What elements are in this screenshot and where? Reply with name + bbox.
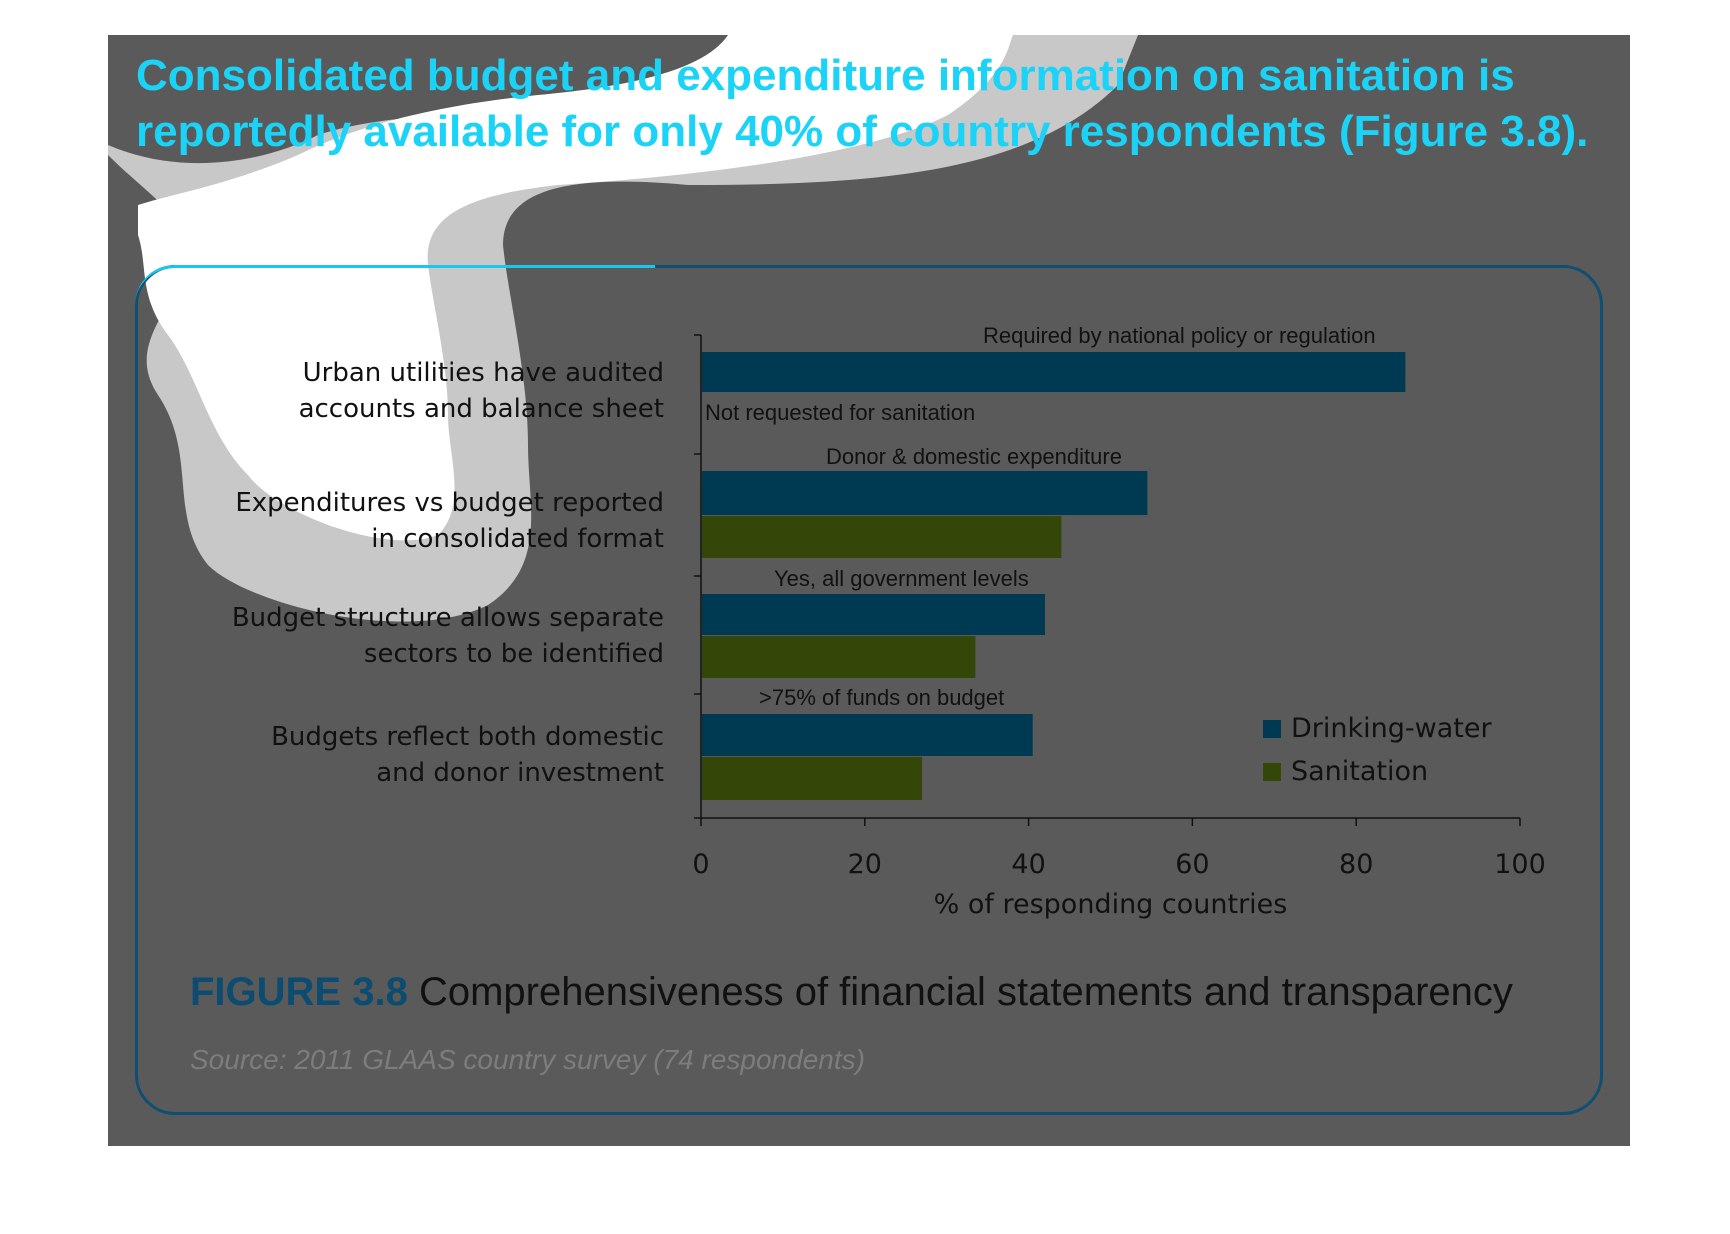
note-urban-utilities: Required by national policy or regulatio… xyxy=(983,323,1376,348)
category-label-expenditures: Expenditures vs budget reported in conso… xyxy=(235,488,664,554)
figure-source: Source: 2011 GLAAS country survey (74 re… xyxy=(190,1044,865,1075)
decorative-swoosh xyxy=(108,35,1138,622)
x-axis-title: % of responding countries xyxy=(934,889,1288,920)
legend-label-drinking-water: Drinking-water xyxy=(1291,713,1492,744)
legend-label-sanitation: Sanitation xyxy=(1291,756,1429,787)
legend-swatch-drinking-water xyxy=(1263,719,1281,738)
note-budgets-reflect: >75% of funds on budget xyxy=(759,685,1005,710)
bar-sanitation-1 xyxy=(702,516,1062,558)
bar-drinking-water-3 xyxy=(702,714,1033,756)
slide-background xyxy=(108,35,1630,1146)
figure-caption: FIGURE 3.8 Comprehensiveness of financia… xyxy=(190,970,1513,1015)
legend-item-drinking-water: Drinking-water xyxy=(1263,713,1492,744)
category-label-urban-utilities: Urban utilities have audited accounts an… xyxy=(298,358,664,424)
figure-title: Comprehensiveness of financial statement… xyxy=(418,970,1513,1014)
x-tick-label-80: 80 xyxy=(1339,849,1373,880)
x-tick-label-0: 0 xyxy=(692,849,709,880)
x-tick-label-60: 60 xyxy=(1175,849,1209,880)
slide-headline: Consolidated budget and expenditure info… xyxy=(136,51,1589,156)
figure-number: FIGURE 3.8 xyxy=(190,970,408,1014)
bar-sanitation-3 xyxy=(702,757,923,800)
bar-sanitation-2 xyxy=(702,636,976,678)
note-budget-structure: Yes, all government levels xyxy=(774,566,1029,591)
bar-drinking-water-0 xyxy=(702,352,1406,392)
note-expenditures: Donor & domestic expenditure xyxy=(826,444,1122,469)
legend-swatch-sanitation xyxy=(1263,762,1281,781)
bar-drinking-water-1 xyxy=(702,471,1148,515)
bar-drinking-water-2 xyxy=(702,594,1045,635)
figure-frame-accent xyxy=(135,265,655,305)
x-tick-label-40: 40 xyxy=(1011,849,1045,880)
x-tick-label-20: 20 xyxy=(848,849,882,880)
figure-frame xyxy=(135,265,1603,1115)
x-tick-label-100: 100 xyxy=(1494,849,1546,880)
note-not-requested-sanitation: Not requested for sanitation xyxy=(705,400,976,425)
category-label-budgets-reflect: Budgets reflect both domestic and donor … xyxy=(271,722,664,788)
category-label-budget-structure: Budget structure allows separate sectors… xyxy=(231,603,664,669)
legend-item-sanitation: Sanitation xyxy=(1263,756,1428,787)
